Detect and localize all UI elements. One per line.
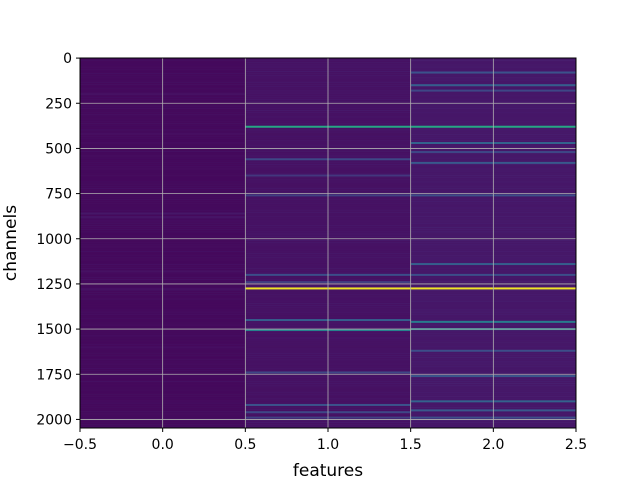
- y-tick-label: 750: [45, 187, 72, 203]
- y-axis-label: channels: [1, 205, 21, 281]
- x-tick-label: −0.5: [63, 437, 97, 453]
- y-tick-label: 2000: [36, 412, 72, 428]
- y-tick-label: 500: [45, 141, 72, 157]
- y-tick-label: 0: [63, 51, 72, 67]
- y-tick-label: 1250: [36, 277, 72, 293]
- x-tick-label: 2.5: [565, 437, 587, 453]
- y-axis: 0 250 500 750 1000 1250 1500 1750 2000: [36, 51, 80, 428]
- x-tick-label: 1.0: [317, 437, 339, 453]
- y-tick-label: 1000: [36, 232, 72, 248]
- y-tick-label: 1750: [36, 367, 72, 383]
- x-tick-label: 0.5: [234, 437, 256, 453]
- y-tick-label: 250: [45, 96, 72, 112]
- x-tick-label: 0.0: [152, 437, 174, 453]
- y-tick-label: 1500: [36, 322, 72, 338]
- x-tick-label: 1.5: [400, 437, 422, 453]
- x-axis-label: features: [293, 461, 363, 480]
- x-axis: −0.5 0.0 0.5 1.0 1.5 2.0 2.5: [63, 428, 587, 453]
- x-tick-label: 2.0: [482, 437, 504, 453]
